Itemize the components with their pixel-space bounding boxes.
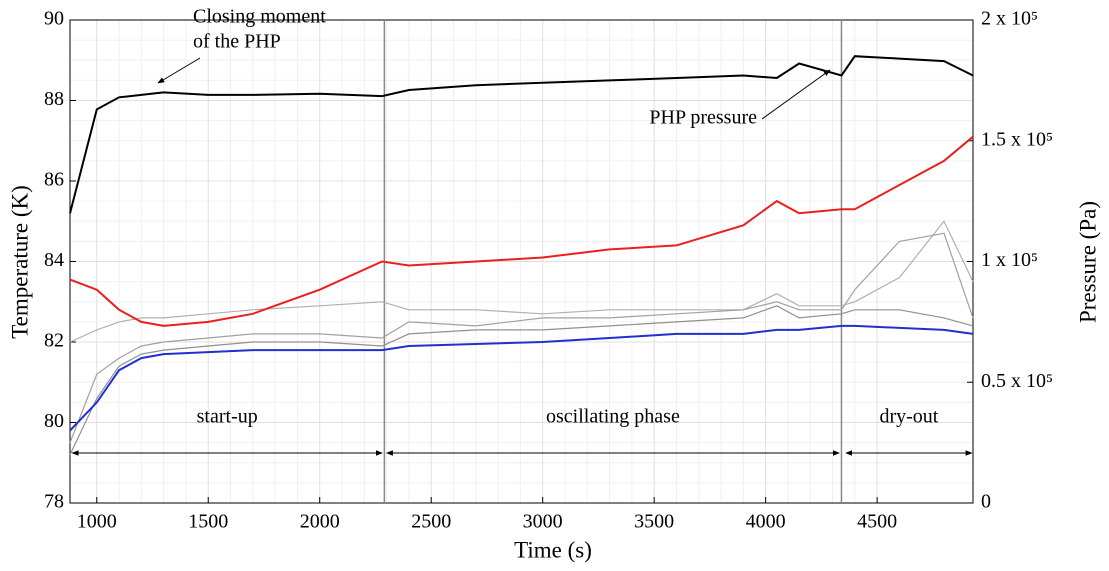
y-tick-label: 78 xyxy=(44,491,64,513)
annotation-arrow xyxy=(157,57,201,84)
annotation: PHP pressure xyxy=(649,107,757,129)
y2-tick-label: 0 xyxy=(981,491,991,513)
plot-frame xyxy=(69,19,974,504)
x-axis-label: Time (s) xyxy=(514,537,592,562)
series-line xyxy=(69,305,974,455)
y2-tick-label: 1.5 x 10⁵ xyxy=(981,128,1053,150)
annotation: Closing moment xyxy=(193,6,326,28)
phase-label: start-up xyxy=(197,406,258,428)
y2-tick-label: 0.5 x 10⁵ xyxy=(981,370,1053,392)
x-tick-label: 2000 xyxy=(300,511,340,533)
annotation-arrow xyxy=(761,69,831,120)
series-line xyxy=(69,324,974,432)
y-tick-label: 88 xyxy=(44,88,64,110)
y-tick-label: 90 xyxy=(44,8,64,30)
x-tick-label: 4000 xyxy=(746,511,786,533)
y-axis-label: Temperature (K) xyxy=(7,185,32,339)
x-tick-label: 3500 xyxy=(634,511,674,533)
phase-label: oscillating phase xyxy=(546,406,680,428)
y2-axis-label: Pressure (Pa) xyxy=(1075,201,1100,323)
annotation: of the PHP xyxy=(193,31,281,53)
x-tick-label: 1000 xyxy=(77,511,117,533)
y-tick-label: 82 xyxy=(44,330,64,352)
y2-tick-label: 2 x 10⁵ xyxy=(981,8,1038,30)
x-tick-label: 2500 xyxy=(411,511,451,533)
series-line xyxy=(69,232,974,443)
x-tick-label: 4500 xyxy=(857,511,897,533)
series-line xyxy=(69,220,974,343)
phase-label: dry-out xyxy=(879,406,938,428)
y-tick-label: 80 xyxy=(44,410,64,432)
x-tick-label: 1500 xyxy=(188,511,228,533)
series-line xyxy=(69,135,974,327)
series-line xyxy=(69,55,974,214)
y-tick-label: 86 xyxy=(44,169,64,191)
y2-tick-label: 1 x 10⁵ xyxy=(981,249,1038,271)
x-tick-label: 3000 xyxy=(523,511,563,533)
y-tick-label: 84 xyxy=(44,249,64,271)
